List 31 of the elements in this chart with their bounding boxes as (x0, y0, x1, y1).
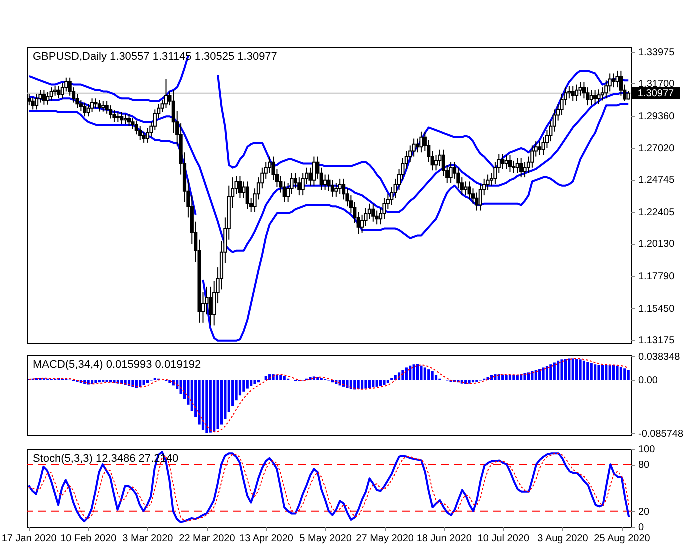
x-tick-label: 3 Mar 2020 (122, 534, 174, 544)
y-tick-label: 1.33975 (638, 47, 676, 58)
y-tick-label: 0 (638, 522, 644, 534)
y-tick-label: 1.20130 (638, 239, 676, 250)
y-tick-label: 80 (638, 460, 650, 472)
x-tick-label: 13 Apr 2020 (240, 534, 294, 544)
y-tick-label: 1.13175 (638, 335, 676, 346)
x-tick-label: 5 May 2020 (300, 534, 352, 544)
y-tick-label: 1.31700 (638, 78, 676, 90)
y-tick-label: 1.29360 (638, 111, 676, 122)
y-tick-label: 1.17790 (638, 271, 676, 282)
x-tick-label: 10 Jul 2020 (478, 534, 530, 544)
x-tick-label: 22 Mar 2020 (179, 534, 236, 544)
chart-title: GBPUSD,Daily 1.30557 1.31145 1.30525 1.30977 (33, 51, 278, 63)
x-tick-label: 25 Aug 2020 (594, 534, 651, 544)
y-tick-label: 100 (638, 444, 656, 456)
y-tick-label: 0.038348 (638, 352, 681, 363)
x-tick-label: 17 Jan 2020 (2, 534, 58, 544)
y-tick-label: 1.27020 (638, 144, 676, 155)
y-tick-label: -0.085748 (638, 428, 684, 440)
ref-line-label: 1.30977 (638, 88, 675, 100)
x-tick-label: 27 May 2020 (356, 534, 414, 544)
y-tick-label: 1.22405 (638, 208, 676, 219)
x-tick-label: 10 Feb 2020 (60, 534, 118, 544)
x-tick-label: 3 Aug 2020 (538, 534, 589, 544)
y-tick-label: 0.00 (638, 376, 658, 387)
x-tick-label: 18 Jun 2020 (416, 534, 472, 544)
y-tick-label: 1.15450 (638, 304, 676, 315)
y-tick-label: 20 (638, 506, 650, 518)
chart-title: MACD(5,34,4) 0.015993 0.019192 (33, 359, 202, 371)
y-tick-label: 1.24745 (638, 175, 676, 186)
